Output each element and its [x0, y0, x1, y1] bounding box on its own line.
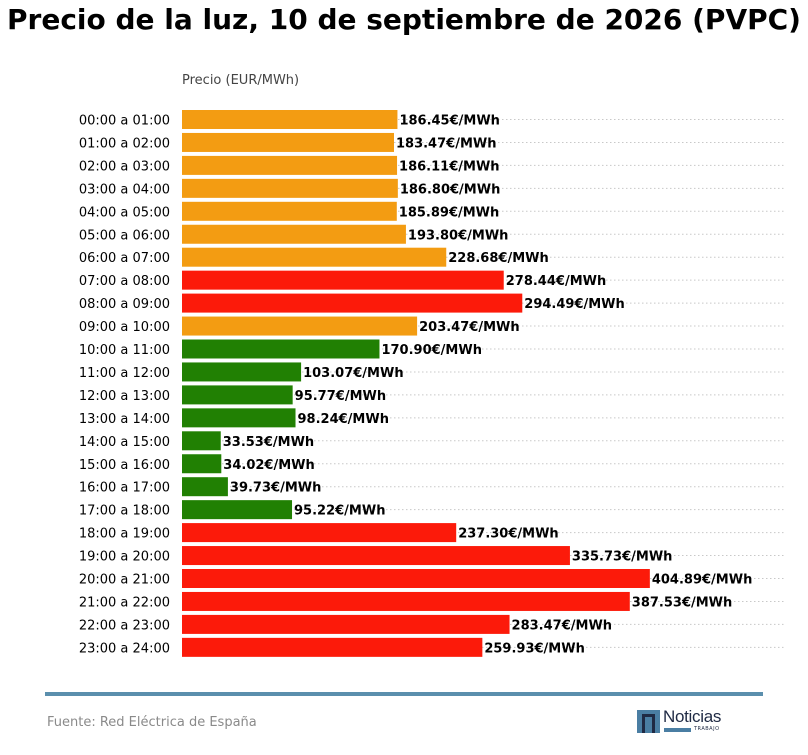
category-label: 02:00 a 03:00 [79, 159, 170, 174]
value-label: 335.73€/MWh [572, 550, 673, 565]
bar-21002200 [182, 591, 630, 611]
bar-05000600 [182, 224, 406, 244]
value-label: 34.02€/MWh [223, 458, 314, 473]
category-label: 23:00 a 24:00 [79, 641, 170, 656]
category-label: 19:00 a 20:00 [79, 550, 170, 565]
value-label: 193.80€/MWh [408, 228, 509, 243]
value-label: 186.11€/MWh [399, 159, 500, 174]
bar-09001000 [182, 316, 418, 336]
bar-18001900 [182, 523, 457, 543]
value-label: 185.89€/MWh [399, 205, 500, 220]
category-label: 09:00 a 10:00 [79, 320, 170, 335]
value-label: 39.73€/MWh [230, 481, 321, 496]
category-label: 05:00 a 06:00 [79, 228, 170, 243]
value-label: 95.22€/MWh [294, 504, 385, 519]
category-label: 16:00 a 17:00 [79, 481, 170, 496]
noticias-trabajo-logo: Noticias TRABAJO [637, 707, 737, 735]
bar-22002300 [182, 614, 510, 634]
bar-13001400 [182, 408, 296, 428]
category-label: 07:00 a 08:00 [79, 274, 170, 289]
value-label: 237.30€/MWh [458, 527, 559, 542]
value-label: 103.07€/MWh [303, 366, 404, 381]
value-label: 98.24€/MWh [298, 412, 389, 427]
logo-subtext: TRABAJO [694, 726, 720, 732]
logo-wordmark: Noticias [663, 707, 722, 726]
category-label: 18:00 a 19:00 [79, 527, 170, 542]
value-label: 183.47€/MWh [396, 136, 497, 151]
bar-04000500 [182, 201, 397, 221]
value-label: 278.44€/MWh [506, 274, 607, 289]
bar-03000400 [182, 178, 398, 198]
value-label: 203.47€/MWh [419, 320, 520, 335]
bar-23002400 [182, 637, 483, 657]
category-label: 03:00 a 04:00 [79, 182, 170, 197]
value-label: 95.77€/MWh [295, 389, 386, 404]
value-label: 283.47€/MWh [512, 618, 612, 633]
category-label: 01:00 a 02:00 [79, 136, 170, 151]
value-label: 186.80€/MWh [400, 182, 501, 197]
value-label: 33.53€/MWh [223, 435, 314, 450]
category-label: 08:00 a 09:00 [79, 297, 170, 312]
category-label: 17:00 a 18:00 [79, 504, 170, 519]
value-label: 186.45€/MWh [399, 114, 500, 129]
value-label: 294.49€/MWh [524, 297, 625, 312]
category-label: 10:00 a 11:00 [79, 343, 170, 358]
category-label: 11:00 a 12:00 [79, 366, 170, 381]
bar-11001200 [182, 362, 302, 382]
logo-mark-icon [637, 710, 660, 733]
bar-06000700 [182, 247, 447, 267]
bar-08000900 [182, 293, 523, 313]
category-label: 13:00 a 14:00 [79, 412, 170, 427]
bar-12001300 [182, 385, 293, 405]
value-label: 228.68€/MWh [448, 251, 549, 266]
category-label: 04:00 a 05:00 [79, 205, 170, 220]
category-label: 14:00 a 15:00 [79, 435, 170, 450]
bar-00000100 [182, 110, 398, 129]
value-label: 404.89€/MWh [652, 573, 753, 588]
bar-14001500 [182, 431, 221, 451]
bar-07000800 [182, 270, 504, 290]
footer-divider [45, 692, 763, 696]
bar-19002000 [182, 546, 570, 566]
bar-10001100 [182, 339, 380, 359]
category-label: 06:00 a 07:00 [79, 251, 170, 266]
logo-accent-bar [664, 728, 691, 732]
bar-15001600 [182, 454, 222, 474]
value-label: 259.93€/MWh [484, 641, 585, 656]
axis-label: Precio (EUR/MWh) [182, 73, 300, 88]
value-label: 170.90€/MWh [381, 343, 482, 358]
value-label: 387.53€/MWh [632, 595, 733, 610]
bar-16001700 [182, 477, 228, 497]
category-label: 15:00 a 16:00 [79, 458, 170, 473]
source-text: Fuente: Red Eléctrica de España [47, 715, 257, 730]
bar-20002100 [182, 569, 650, 588]
chart-title: Precio de la luz, 10 de septiembre de 20… [7, 3, 801, 36]
bar-17001800 [182, 500, 293, 520]
category-label: 21:00 a 22:00 [79, 595, 170, 610]
bar-chart: 00:00 a 01:00 186.45€/MWh 01:00 a 02:00 183… [79, 110, 785, 657]
bar-01000200 [182, 132, 394, 152]
category-label: 22:00 a 23:00 [79, 618, 170, 633]
bar-02000300 [182, 155, 398, 175]
category-label: 20:00 a 21:00 [79, 573, 170, 588]
category-label: 12:00 a 13:00 [79, 389, 170, 404]
category-label: 00:00 a 01:00 [79, 114, 170, 129]
